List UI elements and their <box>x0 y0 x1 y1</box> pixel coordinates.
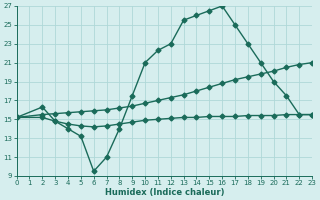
X-axis label: Humidex (Indice chaleur): Humidex (Indice chaleur) <box>105 188 224 197</box>
